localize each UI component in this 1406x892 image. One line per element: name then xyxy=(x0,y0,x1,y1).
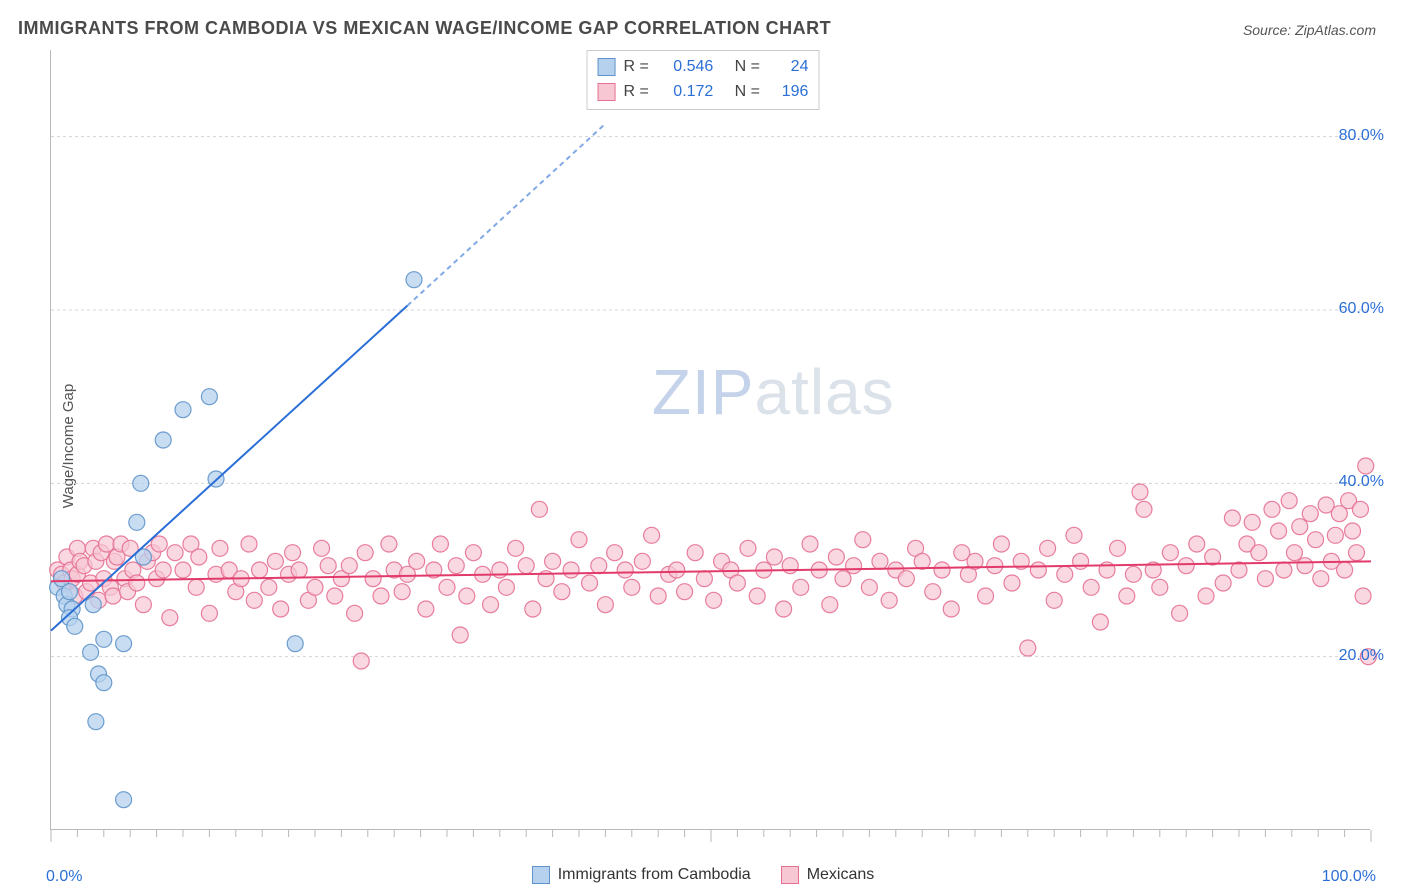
legend-item-mexicans: Mexicans xyxy=(781,866,875,884)
r-value-mexicans: 0.172 xyxy=(661,80,713,105)
swatch-cambodia-icon xyxy=(532,866,550,884)
chart-container: IMMIGRANTS FROM CAMBODIA VS MEXICAN WAGE… xyxy=(0,0,1406,892)
x-ticks xyxy=(51,830,1371,842)
y-tick-label: 20.0% xyxy=(1339,647,1384,665)
y-tick-label: 40.0% xyxy=(1339,473,1384,491)
correlation-legend: R = 0.546 N = 24 R = 0.172 N = 196 xyxy=(587,50,820,110)
swatch-cambodia xyxy=(598,58,616,76)
legend-row-mexicans: R = 0.172 N = 196 xyxy=(598,80,809,105)
legend-label-cambodia: Immigrants from Cambodia xyxy=(558,866,751,884)
plot-area xyxy=(50,50,1370,830)
series-legend: Immigrants from Cambodia Mexicans xyxy=(0,866,1406,884)
legend-label-mexicans: Mexicans xyxy=(807,866,875,884)
scatter-svg xyxy=(51,50,1370,829)
swatch-mexicans-icon xyxy=(781,866,799,884)
n-value-mexicans: 196 xyxy=(772,80,808,105)
swatch-mexicans xyxy=(598,83,616,101)
y-tick-label: 60.0% xyxy=(1339,300,1384,318)
r-value-cambodia: 0.546 xyxy=(661,55,713,80)
source-attribution: Source: ZipAtlas.com xyxy=(1243,22,1376,38)
legend-row-cambodia: R = 0.546 N = 24 xyxy=(598,55,809,80)
legend-item-cambodia: Immigrants from Cambodia xyxy=(532,866,751,884)
chart-title: IMMIGRANTS FROM CAMBODIA VS MEXICAN WAGE… xyxy=(18,18,831,39)
n-value-cambodia: 24 xyxy=(772,55,808,80)
y-tick-label: 80.0% xyxy=(1339,127,1384,145)
